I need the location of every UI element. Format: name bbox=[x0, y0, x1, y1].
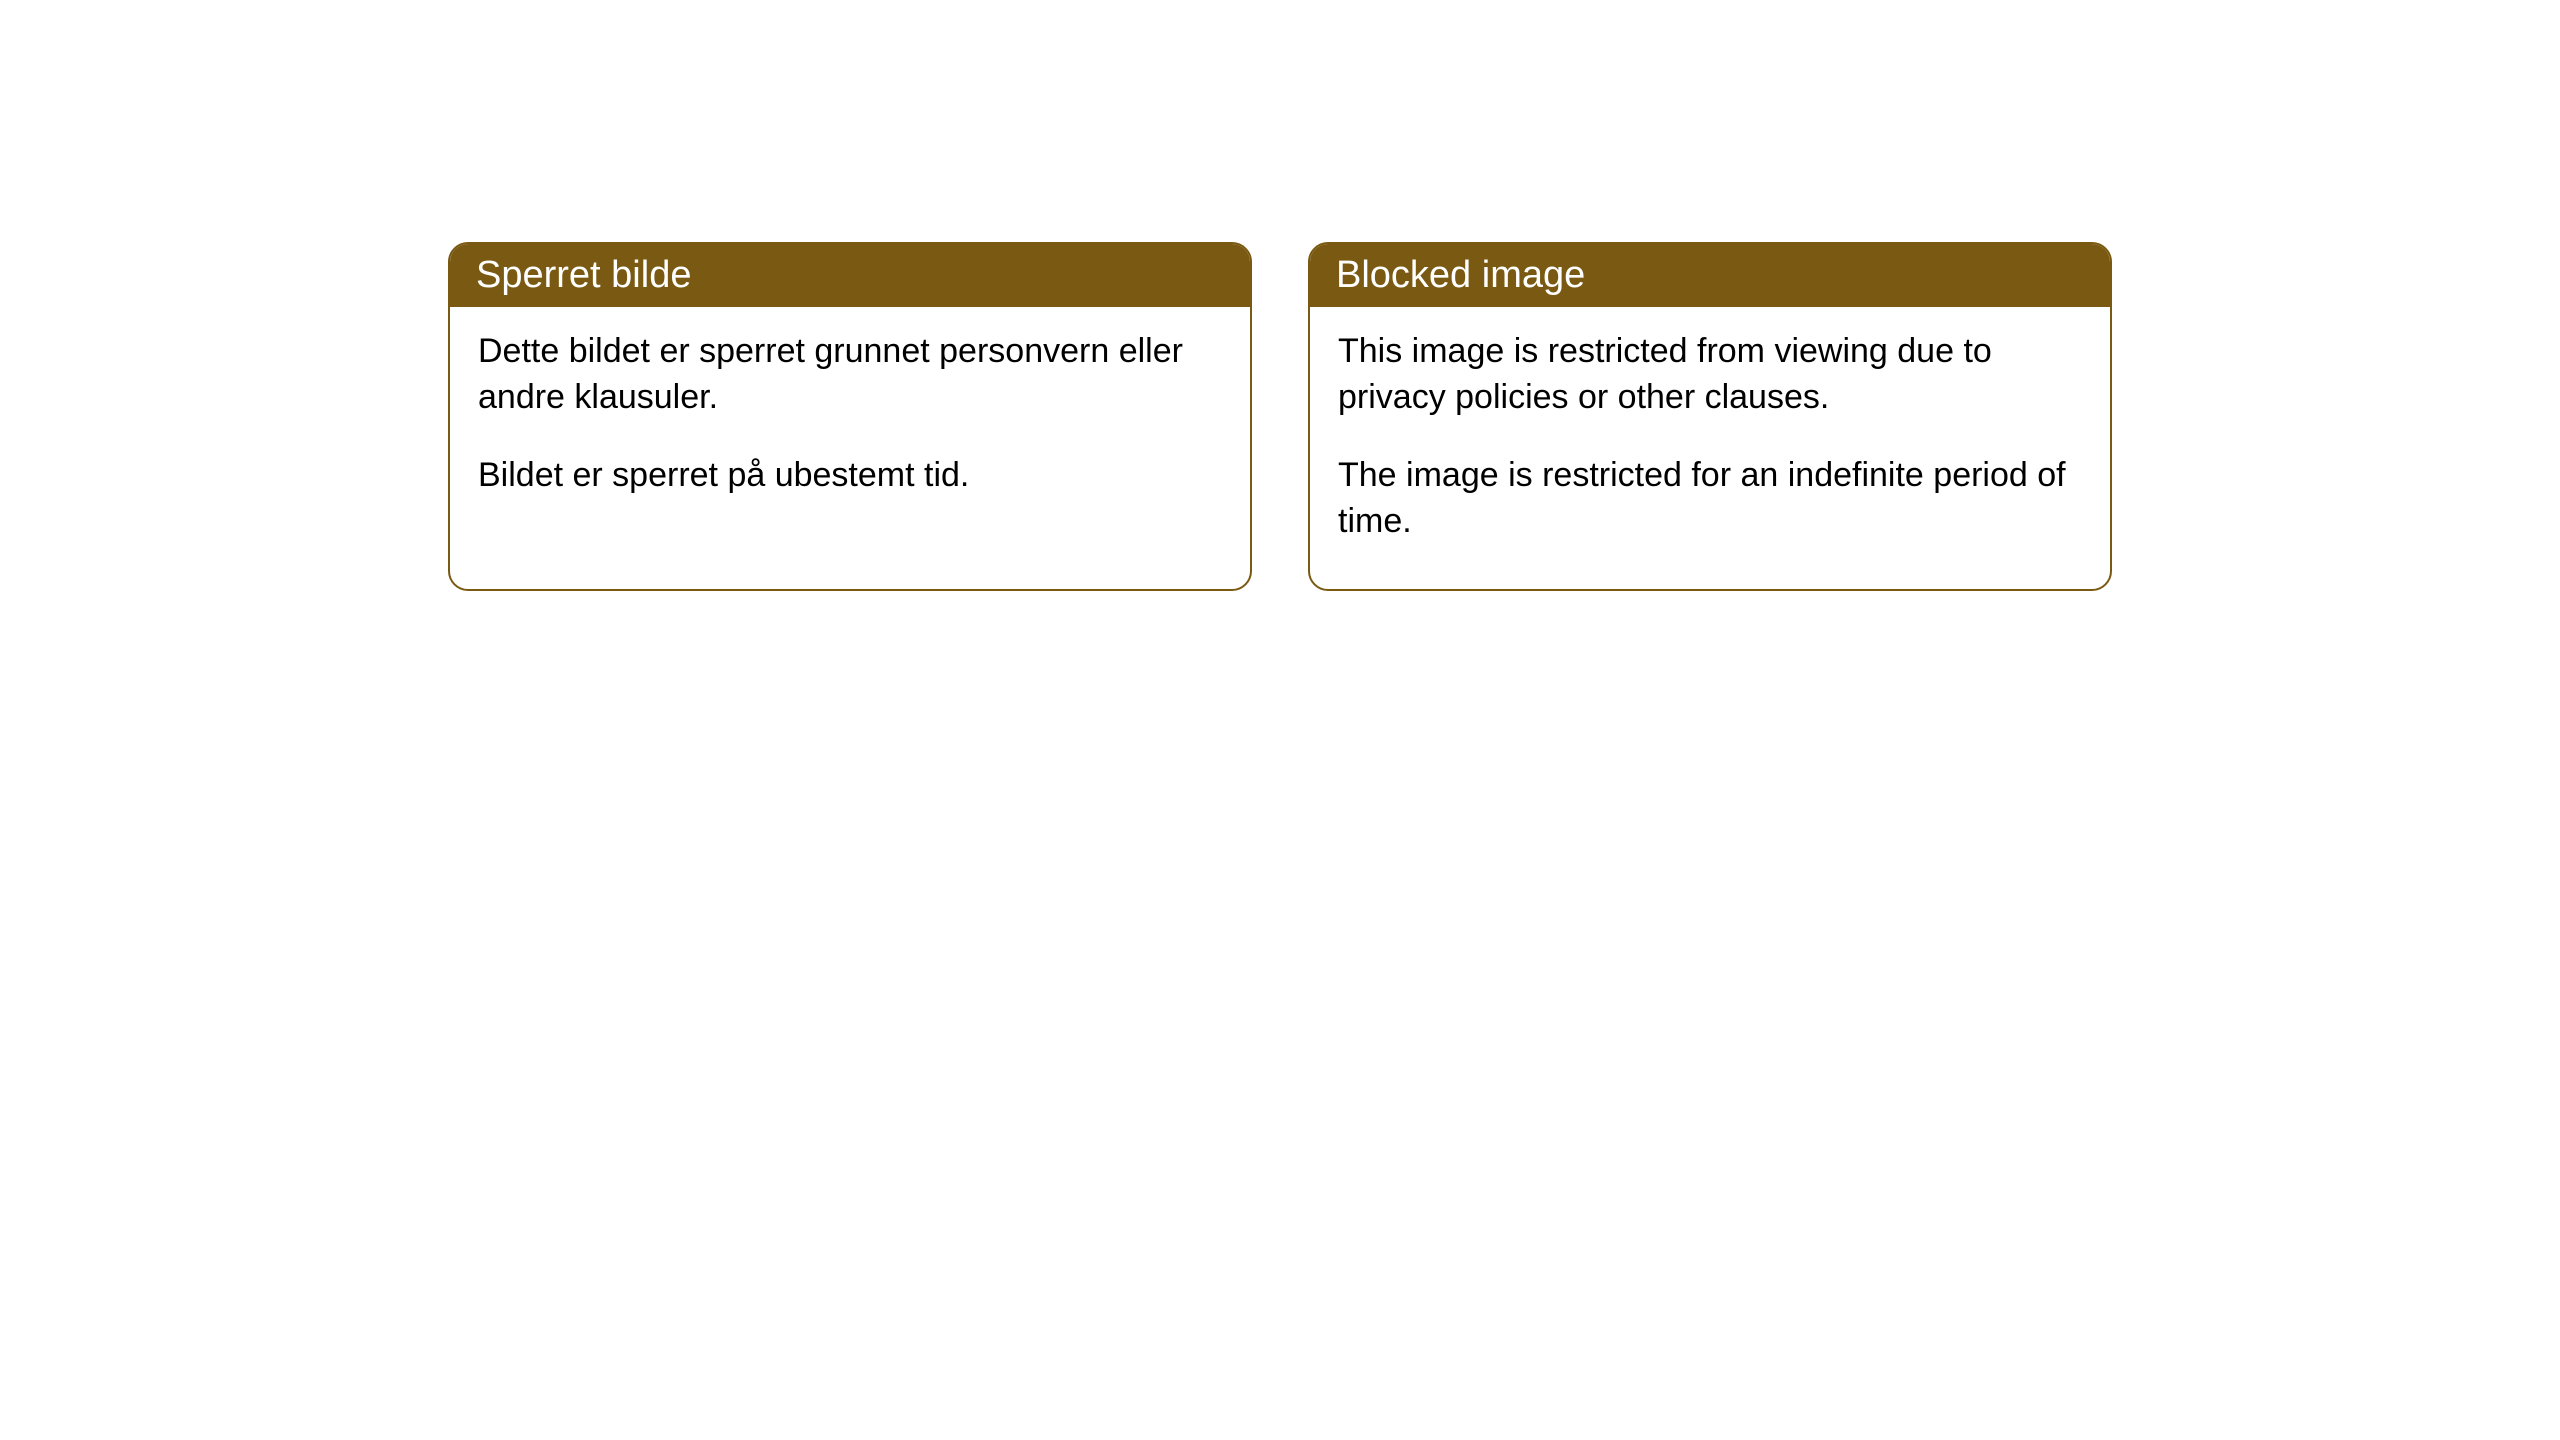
card-paragraph-1-norwegian: Dette bildet er sperret grunnet personve… bbox=[478, 329, 1222, 421]
blocked-image-card-english: Blocked image This image is restricted f… bbox=[1308, 242, 2112, 591]
card-body-norwegian: Dette bildet er sperret grunnet personve… bbox=[450, 307, 1250, 543]
card-header-norwegian: Sperret bilde bbox=[450, 244, 1250, 307]
card-header-english: Blocked image bbox=[1310, 244, 2110, 307]
card-paragraph-2-norwegian: Bildet er sperret på ubestemt tid. bbox=[478, 453, 1222, 499]
notice-container: Sperret bilde Dette bildet er sperret gr… bbox=[448, 242, 2112, 591]
card-title-english: Blocked image bbox=[1336, 254, 1585, 296]
card-title-norwegian: Sperret bilde bbox=[476, 254, 691, 296]
card-paragraph-1-english: This image is restricted from viewing du… bbox=[1338, 329, 2082, 421]
blocked-image-card-norwegian: Sperret bilde Dette bildet er sperret gr… bbox=[448, 242, 1252, 591]
card-body-english: This image is restricted from viewing du… bbox=[1310, 307, 2110, 589]
card-paragraph-2-english: The image is restricted for an indefinit… bbox=[1338, 453, 2082, 545]
